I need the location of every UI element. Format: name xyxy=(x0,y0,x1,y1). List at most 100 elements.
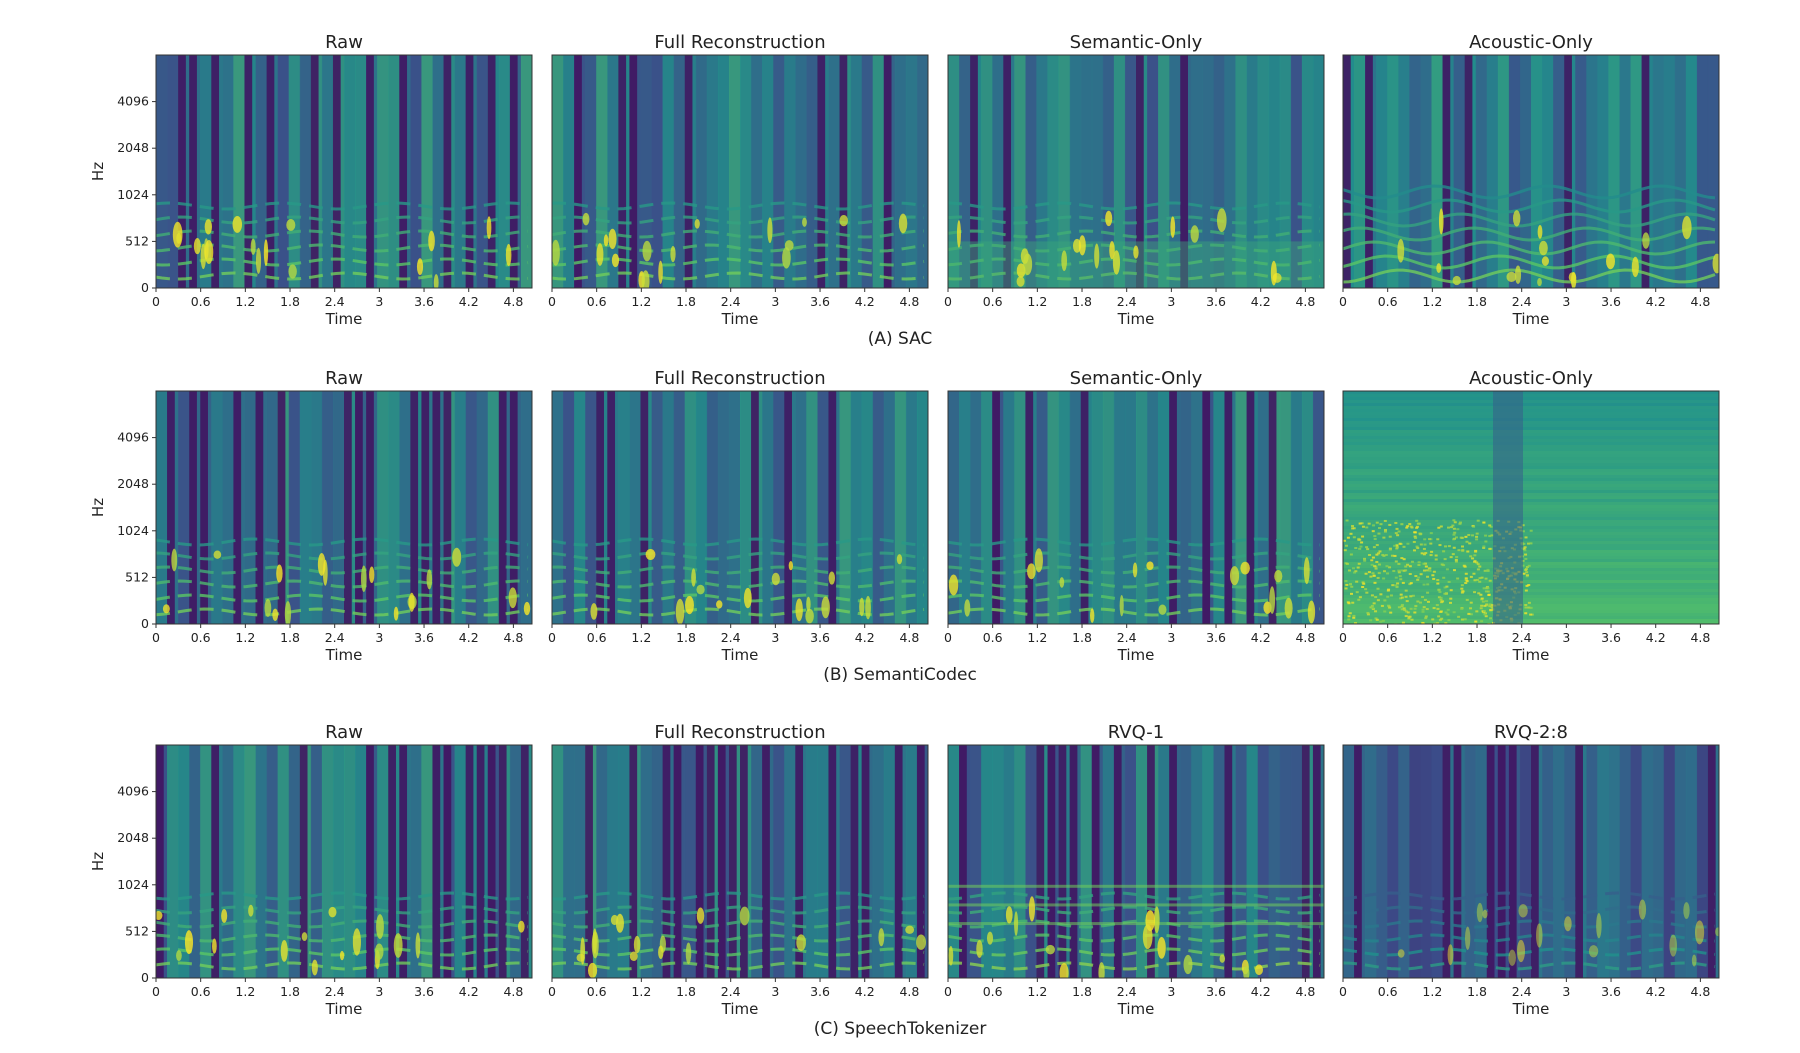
plot-frame xyxy=(947,54,1325,289)
y-tick-label: 4096 xyxy=(117,94,149,109)
panel-title: RVQ-1 xyxy=(1108,722,1164,743)
x-tick-label: 0.6 xyxy=(1378,984,1398,999)
panel-title: Full Reconstruction xyxy=(654,368,825,389)
plot-frame xyxy=(155,390,533,625)
x-tick-label: 3.6 xyxy=(1206,984,1226,999)
x-tick-label: 3.6 xyxy=(414,630,434,645)
x-tick-label: 1.8 xyxy=(280,294,300,309)
panel-title: Semantic-Only xyxy=(1070,368,1203,389)
x-tick-label: 1.2 xyxy=(1027,630,1047,645)
x-tick-label: 0.6 xyxy=(587,630,607,645)
y-tick-label: 1024 xyxy=(117,187,149,202)
x-tick-label: 1.8 xyxy=(676,984,696,999)
x-tick-label: 2.4 xyxy=(325,294,345,309)
x-tick-label: 0.6 xyxy=(1378,294,1398,309)
x-tick-label: 3.6 xyxy=(414,294,434,309)
x-tick-label: 2.4 xyxy=(1117,630,1137,645)
group-caption: (A) SAC xyxy=(868,329,933,349)
x-axis-label: Time xyxy=(1117,310,1155,328)
x-tick-label: 0.6 xyxy=(587,984,607,999)
x-tick-label: 1.2 xyxy=(1027,294,1047,309)
x-tick-label: 4.8 xyxy=(1690,294,1710,309)
x-axis-label: Time xyxy=(325,310,363,328)
plot-frame xyxy=(1342,54,1720,289)
x-tick-label: 0 xyxy=(152,294,160,309)
x-tick-label: 3 xyxy=(771,630,779,645)
spectrogram-panel: Raw 0 0.6 1.2 1.8 2.4 3 3.6 4.2 4.8 Time 0 512 1024 20… xyxy=(89,32,533,328)
plot-frame xyxy=(551,54,929,289)
spectrogram-image xyxy=(1343,55,1719,288)
x-tick-label: 2.4 xyxy=(325,630,345,645)
x-axis-label: Time xyxy=(721,310,759,328)
x-tick-label: 3.6 xyxy=(810,630,830,645)
spectrogram-image xyxy=(1343,391,1719,624)
x-tick-label: 4.8 xyxy=(1690,630,1710,645)
x-tick-label: 4.2 xyxy=(1251,294,1271,309)
x-tick-label: 1.2 xyxy=(631,294,651,309)
plot-frame xyxy=(1342,744,1720,979)
x-tick-label: 4.8 xyxy=(899,294,919,309)
x-tick-label: 3 xyxy=(771,294,779,309)
y-tick-label: 1024 xyxy=(117,877,149,892)
x-axis-label: Time xyxy=(721,1000,759,1018)
x-tick-label: 0.6 xyxy=(191,630,211,645)
spectrogram-panel: Full Reconstruction 0 0.6 1.2 1.8 2.4 3 3.6 4.2 4… xyxy=(548,368,929,664)
x-tick-label: 2.4 xyxy=(1512,294,1532,309)
x-tick-label: 1.8 xyxy=(1072,984,1092,999)
x-tick-label: 3 xyxy=(375,630,383,645)
panel-title: Raw xyxy=(325,368,363,389)
spectrogram-panel: Full Reconstruction 0 0.6 1.2 1.8 2.4 3 3.6 4.2 4… xyxy=(548,32,929,328)
x-tick-label: 1.2 xyxy=(235,984,255,999)
plot-frame xyxy=(551,744,929,979)
spectrogram-panel: RVQ-1 0 0.6 1.2 1.8 2.4 3 3.6 4.2 4.8 Time xyxy=(944,722,1325,1018)
x-tick-label: 2.4 xyxy=(1512,984,1532,999)
x-tick-label: 1.8 xyxy=(1072,294,1092,309)
panel-title: Raw xyxy=(325,722,363,743)
plot-frame xyxy=(1342,390,1720,625)
x-tick-label: 3.6 xyxy=(1601,294,1621,309)
x-tick-label: 4.2 xyxy=(855,294,875,309)
panel-title: RVQ-2:8 xyxy=(1494,722,1568,743)
x-tick-label: 4.8 xyxy=(1295,630,1315,645)
x-tick-label: 3 xyxy=(771,984,779,999)
y-axis-label: Hz xyxy=(89,852,107,871)
spectrogram-image xyxy=(552,745,928,978)
x-tick-label: 4.8 xyxy=(899,630,919,645)
y-tick-label: 512 xyxy=(125,569,149,584)
y-tick-label: 1024 xyxy=(117,523,149,538)
x-tick-label: 4.2 xyxy=(855,630,875,645)
x-tick-label: 2.4 xyxy=(721,294,741,309)
x-tick-label: 4.8 xyxy=(1295,294,1315,309)
panel-title: Full Reconstruction xyxy=(654,32,825,53)
x-tick-label: 3 xyxy=(1167,294,1175,309)
y-tick-label: 512 xyxy=(125,233,149,248)
spectrogram-panel: Raw 0 0.6 1.2 1.8 2.4 3 3.6 4.2 4.8 Time 0 512 1024 20… xyxy=(89,368,533,664)
spectrogram-image xyxy=(156,391,532,624)
plot-frame xyxy=(155,54,533,289)
plot-frame xyxy=(551,390,929,625)
x-tick-label: 3 xyxy=(1562,630,1570,645)
x-tick-label: 1.8 xyxy=(676,630,696,645)
x-tick-label: 1.8 xyxy=(280,984,300,999)
x-tick-label: 0.6 xyxy=(191,294,211,309)
x-tick-label: 3 xyxy=(1562,294,1570,309)
panel-group-2: Raw 0 0.6 1.2 1.8 2.4 3 3.6 4.2 4.8 Time 0 512 1024 20… xyxy=(89,368,1720,685)
plot-frame xyxy=(947,744,1325,979)
y-tick-label: 512 xyxy=(125,923,149,938)
x-tick-label: 4.2 xyxy=(855,984,875,999)
x-tick-label: 1.8 xyxy=(280,630,300,645)
x-tick-label: 0 xyxy=(944,984,952,999)
group-caption: (B) SemantiCodec xyxy=(823,665,977,685)
x-tick-label: 3.6 xyxy=(1206,294,1226,309)
x-tick-label: 2.4 xyxy=(721,984,741,999)
x-tick-label: 4.2 xyxy=(1251,984,1271,999)
x-tick-label: 1.2 xyxy=(1422,294,1442,309)
x-axis-label: Time xyxy=(1117,646,1155,664)
x-tick-label: 1.2 xyxy=(631,984,651,999)
spectrogram-panel: Full Reconstruction 0 0.6 1.2 1.8 2.4 3 3.6 4.2 4… xyxy=(548,722,929,1018)
spectrogram-image xyxy=(948,55,1324,288)
x-tick-label: 0 xyxy=(548,630,556,645)
spectrogram-panel: Raw 0 0.6 1.2 1.8 2.4 3 3.6 4.2 4.8 Time 0 512 1024 20… xyxy=(89,722,533,1018)
x-tick-label: 3.6 xyxy=(810,984,830,999)
spectrogram-image xyxy=(552,55,928,288)
